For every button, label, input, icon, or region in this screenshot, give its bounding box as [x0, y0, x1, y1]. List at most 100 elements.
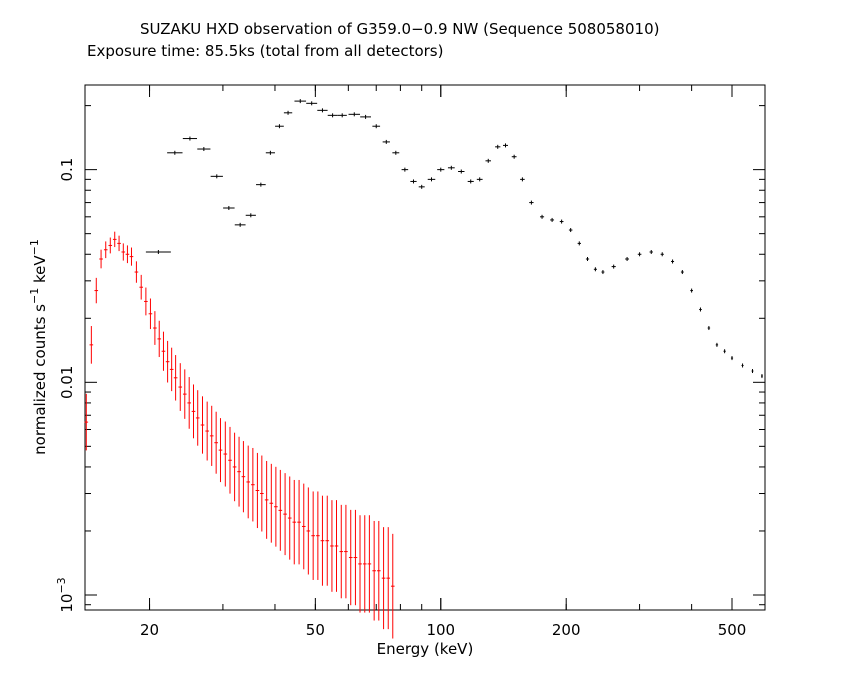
- data-point: [245, 213, 256, 218]
- data-point: [367, 515, 372, 613]
- data-point: [660, 252, 664, 257]
- data-point: [577, 241, 581, 246]
- data-point: [182, 369, 187, 419]
- y-tick-label: 0.01: [58, 366, 76, 399]
- data-point: [283, 110, 293, 115]
- data-point: [741, 363, 744, 368]
- data-point: [362, 515, 367, 613]
- data-point: [707, 326, 711, 331]
- data-point: [467, 179, 474, 184]
- data-point: [427, 177, 436, 182]
- data-point: [730, 356, 734, 361]
- data-point: [103, 241, 108, 259]
- data-point: [145, 249, 171, 254]
- data-point: [601, 270, 605, 275]
- data-point: [117, 235, 121, 252]
- data-point: [265, 150, 275, 155]
- data-point: [246, 445, 251, 519]
- data-point: [134, 261, 139, 283]
- data-point: [699, 307, 702, 312]
- data-point: [306, 487, 311, 575]
- data-point: [325, 495, 330, 586]
- data-point: [715, 342, 719, 347]
- data-point: [761, 374, 763, 379]
- data-point: [348, 112, 361, 117]
- data-point: [283, 473, 287, 556]
- axis-ticks: 20 50 100 200 500 0.1 0.01 10−3: [55, 85, 766, 639]
- data-point: [382, 139, 390, 144]
- x-tick-label: 50: [306, 621, 325, 639]
- data-point: [287, 476, 292, 560]
- data-point: [121, 243, 126, 261]
- data-point: [84, 393, 89, 451]
- data-point: [334, 500, 339, 592]
- data-point: [320, 495, 325, 586]
- data-point: [344, 504, 348, 599]
- x-tick-label: 100: [426, 621, 455, 639]
- data-point: [625, 257, 630, 262]
- data-point: [157, 320, 162, 358]
- data-point: [99, 249, 103, 269]
- series-0: [145, 99, 763, 379]
- data-point: [671, 259, 675, 264]
- x-tick-label: 20: [140, 621, 159, 639]
- data-point: [112, 231, 117, 248]
- data-point: [144, 287, 148, 316]
- data-point: [437, 167, 445, 172]
- data-point: [339, 504, 344, 599]
- data-point: [169, 347, 174, 392]
- data-point: [511, 154, 517, 159]
- data-point: [214, 411, 218, 474]
- data-point: [241, 441, 246, 513]
- series-1: [84, 231, 395, 639]
- data-point: [269, 463, 274, 543]
- chart-title: SUZAKU HXD observation of G359.0−0.9 NW …: [140, 20, 660, 38]
- chart-subtitle: Exposure time: 85.5ks (total from all de…: [87, 42, 444, 60]
- data-point: [723, 349, 726, 354]
- data-point: [690, 288, 693, 293]
- x-tick-label: 200: [552, 621, 581, 639]
- data-point: [139, 274, 144, 300]
- data-point: [316, 491, 320, 580]
- data-point: [649, 249, 653, 254]
- data-point: [89, 326, 94, 364]
- data-point: [476, 177, 483, 182]
- data-point: [311, 491, 315, 580]
- data-point: [223, 421, 228, 487]
- data-point: [125, 245, 130, 264]
- data-point: [360, 114, 371, 119]
- data-point: [390, 533, 395, 639]
- data-point: [205, 401, 209, 461]
- data-point: [458, 169, 465, 174]
- data-point: [165, 340, 170, 383]
- data-point: [129, 247, 134, 266]
- data-point: [167, 150, 183, 155]
- data-point: [337, 113, 347, 118]
- data-point: [297, 479, 301, 565]
- data-point: [148, 298, 153, 330]
- data-point: [223, 206, 235, 211]
- data-point: [264, 460, 269, 539]
- data-point: [392, 150, 400, 155]
- data-point: [495, 144, 501, 149]
- data-point: [529, 200, 534, 205]
- data-point: [275, 124, 284, 129]
- data-point: [94, 277, 99, 304]
- data-series: [84, 99, 763, 639]
- plot-frame: [84, 84, 766, 611]
- data-point: [182, 136, 198, 141]
- data-point: [195, 390, 200, 446]
- data-point: [539, 214, 545, 219]
- data-point: [108, 237, 113, 254]
- data-point: [502, 143, 509, 148]
- data-point: [611, 264, 616, 269]
- data-point: [593, 267, 597, 272]
- y-axis-label: normalized counts s−1 keV−1: [28, 239, 49, 455]
- data-point: [294, 99, 307, 104]
- y-tick-label: 10−3: [55, 577, 76, 612]
- data-point: [372, 520, 376, 621]
- data-point: [153, 311, 157, 345]
- data-point: [447, 165, 455, 170]
- data-point: [292, 479, 297, 565]
- data-point: [260, 455, 264, 532]
